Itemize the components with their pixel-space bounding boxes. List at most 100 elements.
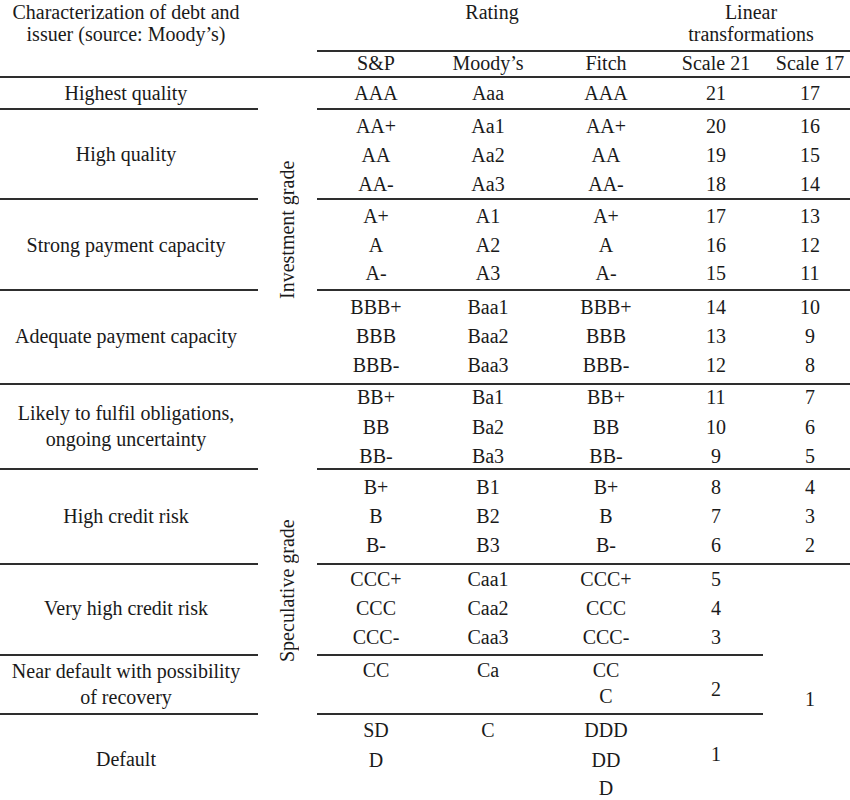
scale21-cell: 3 <box>669 624 763 650</box>
rating-group-header: Rating <box>317 1 667 23</box>
rule-row-left <box>0 108 258 110</box>
characterization-header-line2: issuer (source: Moody’s) <box>0 23 252 45</box>
col-header-moodys: Moody’s <box>432 50 544 76</box>
sp-cell: SD <box>318 717 434 743</box>
group-label-strong-payment: Strong payment capacity <box>0 232 252 258</box>
linear-header-line2: transformations <box>652 23 850 45</box>
rule-row-left <box>0 468 258 470</box>
rule-row-left <box>0 713 258 715</box>
fitch-cell: A+ <box>549 203 663 229</box>
scale17-cell: 4 <box>763 474 850 500</box>
fitch-cell: D <box>549 775 663 800</box>
sp-cell: CCC <box>318 595 434 621</box>
sp-cell: D <box>318 747 434 773</box>
sp-cell: AA- <box>318 171 434 197</box>
fitch-cell: BBB+ <box>549 294 663 320</box>
moodys-cell: A1 <box>432 203 544 229</box>
scale21-cell: 20 <box>669 113 763 139</box>
scale17-cell: 3 <box>763 503 850 529</box>
rule-row-left <box>0 654 258 656</box>
col-header-fitch: Fitch <box>549 50 663 76</box>
group-label-likely-fulfil: Likely to fulfil obligations, ongoing un… <box>0 400 252 452</box>
fitch-cell: CC <box>549 657 663 683</box>
moodys-cell: Baa3 <box>432 352 544 378</box>
rule-row-right <box>317 198 850 200</box>
linear-transformations-header: Linear transformations <box>652 1 850 45</box>
fitch-cell: B+ <box>549 474 663 500</box>
moodys-cell: Aa3 <box>432 171 544 197</box>
rule-row-right-short <box>317 713 763 715</box>
group-label-near-default: Near default with possibility of recover… <box>0 658 252 710</box>
scale21-cell: 7 <box>669 503 763 529</box>
grade-label-speculative: Speculative grade <box>272 384 302 798</box>
fitch-cell: C <box>549 683 663 709</box>
scale17-cell: 10 <box>763 294 850 320</box>
rule-under-subheaders <box>0 76 850 78</box>
rule-row-right <box>317 108 850 110</box>
grade-label-investment: Investment grade <box>272 78 302 382</box>
moodys-cell: Ba2 <box>432 414 544 440</box>
moodys-cell: Ca <box>432 657 544 683</box>
scale21-cell: 4 <box>669 595 763 621</box>
fitch-cell: AAA <box>549 80 663 106</box>
group-label-adequate-payment: Adequate payment capacity <box>0 323 252 349</box>
sp-cell: AA <box>318 142 434 168</box>
group-label-very-high-credit-risk: Very high credit risk <box>0 595 252 621</box>
group-label-line1: Near default with possibility <box>0 658 252 684</box>
scale21-cell: 11 <box>669 384 763 410</box>
scale17-cell: 2 <box>763 532 850 558</box>
fitch-cell: A- <box>549 260 663 286</box>
fitch-cell: CCC- <box>549 624 663 650</box>
scale21-cell: 5 <box>669 566 763 592</box>
fitch-cell: CCC+ <box>549 566 663 592</box>
sp-cell: CCC+ <box>318 566 434 592</box>
moodys-cell: Aa2 <box>432 142 544 168</box>
moodys-cell: Caa1 <box>432 566 544 592</box>
moodys-cell: B1 <box>432 474 544 500</box>
sp-cell: CC <box>318 657 434 683</box>
group-label-highest-quality: Highest quality <box>0 80 252 106</box>
fitch-cell: DDD <box>549 717 663 743</box>
fitch-cell: BBB <box>549 323 663 349</box>
col-header-scale21: Scale 21 <box>669 50 763 76</box>
group-label-line2: of recovery <box>0 684 252 710</box>
rating-table: Characterization of debt and issuer (sou… <box>0 0 850 800</box>
moodys-cell: Ba3 <box>432 443 544 469</box>
group-label-high-quality: High quality <box>0 141 252 167</box>
scale21-cell: 15 <box>669 260 763 286</box>
rule-row-left <box>0 563 258 565</box>
fitch-cell: AA- <box>549 171 663 197</box>
scale21-cell: 19 <box>669 142 763 168</box>
moodys-cell: A2 <box>432 232 544 258</box>
rule-row-left <box>0 289 258 291</box>
sp-cell: AAA <box>318 80 434 106</box>
fitch-cell: AA <box>549 142 663 168</box>
moodys-cell: Aaa <box>432 80 544 106</box>
scale17-cell: 12 <box>763 232 850 258</box>
scale21-cell: 9 <box>669 443 763 469</box>
characterization-header: Characterization of debt and issuer (sou… <box>0 1 252 45</box>
moodys-cell: Baa2 <box>432 323 544 349</box>
group-label-line2: ongoing uncertainty <box>0 426 252 452</box>
moodys-cell: C <box>432 717 544 743</box>
rule-row-right <box>317 563 850 565</box>
scale21-cell: 17 <box>669 203 763 229</box>
sp-cell: B <box>318 503 434 529</box>
scale17-cell: 9 <box>763 323 850 349</box>
fitch-cell: B- <box>549 532 663 558</box>
sp-cell: BBB+ <box>318 294 434 320</box>
rule-row-right <box>317 289 850 291</box>
fitch-cell: BB+ <box>549 384 663 410</box>
scale17-cell: 13 <box>763 203 850 229</box>
moodys-cell: Caa3 <box>432 624 544 650</box>
scale17-cell: 17 <box>763 80 850 106</box>
fitch-cell: DD <box>549 747 663 773</box>
scale21-cell: 10 <box>669 414 763 440</box>
group-label-high-credit-risk: High credit risk <box>0 503 252 529</box>
scale17-cell: 6 <box>763 414 850 440</box>
scale17-merged-bottom: 1 <box>763 686 850 712</box>
col-header-sp: S&P <box>318 50 434 76</box>
scale21-merged-default: 1 <box>669 741 763 767</box>
sp-cell: A+ <box>318 203 434 229</box>
scale21-cell: 18 <box>669 171 763 197</box>
